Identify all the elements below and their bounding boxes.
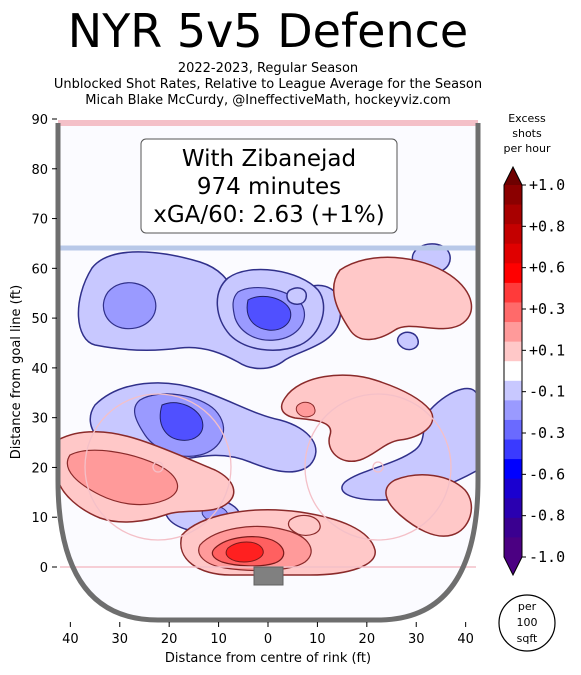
colorbar-band — [504, 322, 522, 343]
subtitle-author: Micah Blake McCurdy, @IneffectiveMath, h… — [85, 93, 451, 108]
unit-badge-line-1: per — [518, 600, 537, 613]
y-tick-label: 30 — [31, 412, 48, 427]
colorbar-band — [504, 243, 522, 264]
goal-net — [253, 566, 284, 586]
colorbar-tick-label: -0.8 — [529, 507, 565, 525]
faceoff-dot-left — [152, 461, 164, 473]
x-tick-label: 40 — [457, 632, 474, 647]
colorbar-band — [504, 400, 522, 421]
colorbar-band — [504, 341, 522, 362]
x-tick-label: 20 — [359, 632, 376, 647]
colorbar-band — [504, 498, 522, 519]
colorbar-tick-label: -0.6 — [529, 465, 565, 483]
colorbar-band — [504, 302, 522, 323]
x-axis: 40 30 20 10 0 10 20 30 40 — [62, 622, 474, 647]
colorbar-band — [504, 204, 522, 225]
colorbar — [503, 165, 523, 577]
y-axis-label: Distance from goal line (ft) — [9, 285, 24, 459]
positive-region — [287, 514, 321, 537]
positive-region — [280, 374, 434, 463]
annotation-line-3: xGA/60: 2.63 (+1%) — [153, 202, 384, 228]
colorbar-band — [504, 478, 522, 499]
colorbar-band — [504, 361, 522, 382]
colorbar-band — [504, 185, 522, 206]
colorbar-band — [504, 459, 522, 480]
colorbar-tick-label: +0.1 — [529, 341, 565, 359]
x-tick-label: 10 — [309, 632, 326, 647]
colorbar-min-arrow — [504, 557, 522, 575]
faceoff-dot-right — [372, 461, 384, 473]
negative-region — [396, 331, 419, 351]
colorbar-max-arrow — [504, 167, 522, 185]
colorbar-tick-label: +0.8 — [529, 217, 565, 235]
y-tick-label: 20 — [31, 461, 48, 476]
y-tick-label: 90 — [31, 113, 48, 128]
x-tick-label: 0 — [264, 632, 272, 647]
negative-region-mid — [102, 282, 157, 330]
faceoff-circle-left — [84, 393, 232, 541]
x-tick-label: 20 — [161, 632, 178, 647]
y-axis: 0 10 20 30 40 50 60 70 80 90 — [31, 113, 57, 576]
colorbar-tick-label: +1.0 — [529, 176, 565, 194]
colorbar-band — [504, 282, 522, 303]
y-tick-label: 10 — [31, 511, 48, 526]
subtitle-season: 2022-2023, Regular Season — [177, 61, 359, 76]
y-tick-label: 0 — [40, 561, 48, 576]
x-tick-label: 10 — [210, 632, 227, 647]
colorbar-band — [504, 224, 522, 245]
positive-region-strong — [225, 541, 264, 563]
positive-region-mid — [295, 401, 316, 418]
unit-badge-line-3: sqft — [517, 632, 538, 645]
colorbar-band — [504, 263, 522, 284]
x-axis-label: Distance from centre of rink (ft) — [165, 651, 371, 666]
positive-region — [385, 474, 473, 537]
colorbar-title-line-3: per hour — [504, 142, 551, 155]
colorbar-band — [504, 419, 522, 441]
negative-region — [286, 287, 308, 305]
negative-region-strong — [246, 295, 292, 331]
colorbar-title-line-1: Excess — [508, 112, 546, 125]
y-tick-label: 60 — [31, 262, 48, 277]
x-tick-label: 30 — [111, 632, 128, 647]
chart-title: NYR 5v5 Defence — [67, 4, 469, 58]
colorbar-ticks: +1.0 +0.8 +0.6 +0.3 +0.1 -0.1 -0.3 -0.6 -0.8 -1.0 — [522, 176, 565, 566]
unit-badge — [498, 594, 556, 652]
annotation-line-2: 974 minutes — [197, 174, 341, 200]
colorbar-tick-label: +0.3 — [529, 300, 565, 318]
x-tick-label: 40 — [62, 632, 79, 647]
y-tick-label: 80 — [31, 163, 48, 178]
colorbar-band — [504, 537, 522, 558]
colorbar-tick-label: -0.3 — [529, 424, 565, 442]
colorbar-band — [504, 517, 522, 538]
faceoff-circle-right — [304, 393, 452, 541]
positive-region-mid — [66, 449, 178, 506]
colorbar-band — [504, 439, 522, 460]
annotation-box — [140, 138, 398, 234]
colorbar-title-line-2: shots — [512, 127, 542, 140]
colorbar-tick-label: -1.0 — [529, 548, 565, 566]
subtitle-description: Unblocked Shot Rates, Relative to League… — [53, 77, 483, 92]
y-tick-label: 50 — [31, 312, 48, 327]
negative-region-strong — [159, 402, 204, 441]
colorbar-band — [504, 380, 522, 401]
colorbar-tick-label: +0.6 — [529, 259, 565, 277]
y-tick-label: 40 — [31, 362, 48, 377]
heatmap-layer — [58, 243, 478, 576]
annotation-line-1: With Zibanejad — [182, 146, 356, 172]
colorbar-tick-label: -0.1 — [529, 383, 565, 401]
positive-region — [332, 256, 473, 341]
y-tick-label: 70 — [31, 213, 48, 228]
rink-boards — [55, 123, 481, 623]
x-tick-label: 30 — [408, 632, 425, 647]
unit-badge-line-2: 100 — [517, 616, 538, 629]
